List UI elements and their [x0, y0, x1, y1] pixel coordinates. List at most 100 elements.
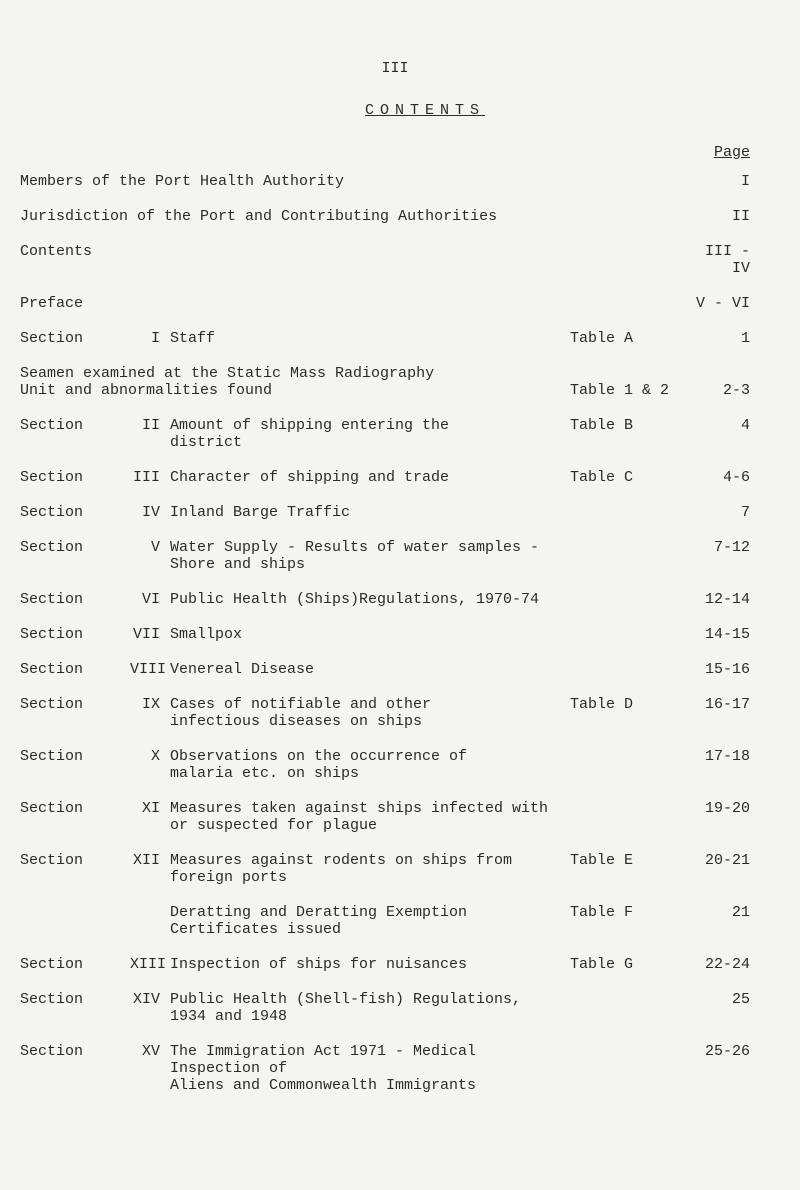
section-label: Section	[20, 469, 130, 486]
page-reference: 12-14	[690, 591, 770, 608]
section-number: XII	[130, 852, 170, 869]
section-description: Inland Barge Traffic	[170, 504, 570, 521]
section-description: Public Health (Shell-fish) Regulations, …	[170, 991, 570, 1025]
section-label: Section	[20, 417, 130, 434]
table-reference: Table G	[570, 956, 690, 973]
section-label: Section	[20, 696, 130, 713]
section-description: Measures against rodents on ships from f…	[170, 852, 570, 886]
seamen-line1: Seamen examined at the Static Mass Radio…	[20, 365, 770, 382]
section-entry: SectionIIAmount of shipping entering the…	[20, 417, 770, 451]
section-entry: SectionXVThe Immigration Act 1971 - Medi…	[20, 1043, 770, 1094]
section-label: Section	[20, 591, 130, 608]
entry-page: I	[680, 173, 770, 190]
section-label: Section	[20, 504, 130, 521]
page-reference: 22-24	[690, 956, 770, 973]
section-label: Section	[20, 1043, 130, 1060]
entry-label: Preface	[20, 295, 680, 312]
section-number: V	[130, 539, 170, 556]
section-number: XIII	[130, 956, 170, 973]
section-number: VIII	[130, 661, 170, 678]
section-label: Section	[20, 956, 130, 973]
section-number: IX	[130, 696, 170, 713]
section-number: II	[130, 417, 170, 434]
page-reference: 16-17	[690, 696, 770, 713]
section-description: Character of shipping and trade	[170, 469, 570, 486]
page-reference: 2-3	[690, 382, 770, 399]
section-entry: SectionXObservations on the occurrence o…	[20, 748, 770, 782]
table-reference: Table E	[570, 852, 690, 869]
section-entry: SectionXIMeasures taken against ships in…	[20, 800, 770, 834]
page-reference: 7-12	[690, 539, 770, 556]
table-reference: Table D	[570, 696, 690, 713]
section-description: Public Health (Ships)Regulations, 1970-7…	[170, 591, 570, 608]
entry-page: III - IV	[680, 243, 770, 277]
section-description: Smallpox	[170, 626, 570, 643]
final-sections: SectionXIIIInspection of ships for nuisa…	[20, 956, 770, 1094]
section-description: Observations on the occurrence of malari…	[170, 748, 570, 782]
page-reference: 4-6	[690, 469, 770, 486]
simple-entries: Members of the Port Health Authority I J…	[20, 173, 770, 312]
page-reference: 19-20	[690, 800, 770, 817]
section-entry: SectionIIICharacter of shipping and trad…	[20, 469, 770, 486]
page-reference: 15-16	[690, 661, 770, 678]
section-description: Deratting and Deratting Exemption Certif…	[170, 904, 570, 938]
section-number: XIV	[130, 991, 170, 1008]
page-reference: 25-26	[690, 1043, 770, 1060]
section-number: XI	[130, 800, 170, 817]
section-label: Section	[20, 330, 130, 347]
section-label: Section	[20, 539, 130, 556]
section-entry: Section I Staff Table A 1	[20, 330, 770, 347]
section-entry: SectionXIIIInspection of ships for nuisa…	[20, 956, 770, 973]
page-reference: 7	[690, 504, 770, 521]
section-entry: SectionIVInland Barge Traffic7	[20, 504, 770, 521]
table-reference: Table 1 & 2	[570, 382, 690, 399]
table-reference: Table B	[570, 417, 690, 434]
page-reference: 21	[690, 904, 770, 921]
section-description: Staff	[170, 330, 570, 347]
section-description: Amount of shipping entering the district	[170, 417, 570, 451]
section-entry: SectionVIIIVenereal Disease15-16	[20, 661, 770, 678]
entry-page: II	[680, 208, 770, 225]
deratting-entry: Deratting and Deratting Exemption Certif…	[20, 904, 770, 938]
section-entry: SectionVWater Supply - Results of water …	[20, 539, 770, 573]
section-entry: SectionXIIMeasures against rodents on sh…	[20, 852, 770, 886]
entry-label: Members of the Port Health Authority	[20, 173, 680, 190]
section-description: Measures taken against ships infected wi…	[170, 800, 570, 834]
section-description: Inspection of ships for nuisances	[170, 956, 570, 973]
section-description: Venereal Disease	[170, 661, 570, 678]
section-label: Section	[20, 991, 130, 1008]
page-reference: 1	[690, 330, 770, 347]
page-reference: 17-18	[690, 748, 770, 765]
section-number: XV	[130, 1043, 170, 1060]
section-label: Section	[20, 852, 130, 869]
section-number: I	[130, 330, 170, 347]
page-reference: 20-21	[690, 852, 770, 869]
seamen-line2: Unit and abnormalities found	[20, 382, 570, 399]
page-number: III	[20, 60, 770, 77]
section-entry: SectionVIPublic Health (Ships)Regulation…	[20, 591, 770, 608]
section-number: III	[130, 469, 170, 486]
page-reference: 25	[690, 991, 770, 1008]
toc-entry: Members of the Port Health Authority I	[20, 173, 770, 190]
section-entry: SectionXIVPublic Health (Shell-fish) Reg…	[20, 991, 770, 1025]
section-description: The Immigration Act 1971 - Medical Inspe…	[170, 1043, 570, 1094]
contents-title: CONTENTS	[80, 102, 770, 119]
table-reference: Table A	[570, 330, 690, 347]
toc-entry: Jurisdiction of the Port and Contributin…	[20, 208, 770, 225]
section-description: Water Supply - Results of water samples …	[170, 539, 570, 573]
section-number: VI	[130, 591, 170, 608]
section-label: Section	[20, 748, 130, 765]
section-label: Section	[20, 626, 130, 643]
page-reference: 14-15	[690, 626, 770, 643]
table-reference: Table F	[570, 904, 690, 921]
toc-entry: Preface V - VI	[20, 295, 770, 312]
section-label: Section	[20, 800, 130, 817]
entry-page: V - VI	[680, 295, 770, 312]
page-reference: 4	[690, 417, 770, 434]
seamen-entry: Seamen examined at the Static Mass Radio…	[20, 365, 770, 399]
section-number: X	[130, 748, 170, 765]
section-entry: SectionIXCases of notifiable and other i…	[20, 696, 770, 730]
toc-entry: Contents III - IV	[20, 243, 770, 277]
entry-label: Jurisdiction of the Port and Contributin…	[20, 208, 680, 225]
section-description: Cases of notifiable and other infectious…	[170, 696, 570, 730]
